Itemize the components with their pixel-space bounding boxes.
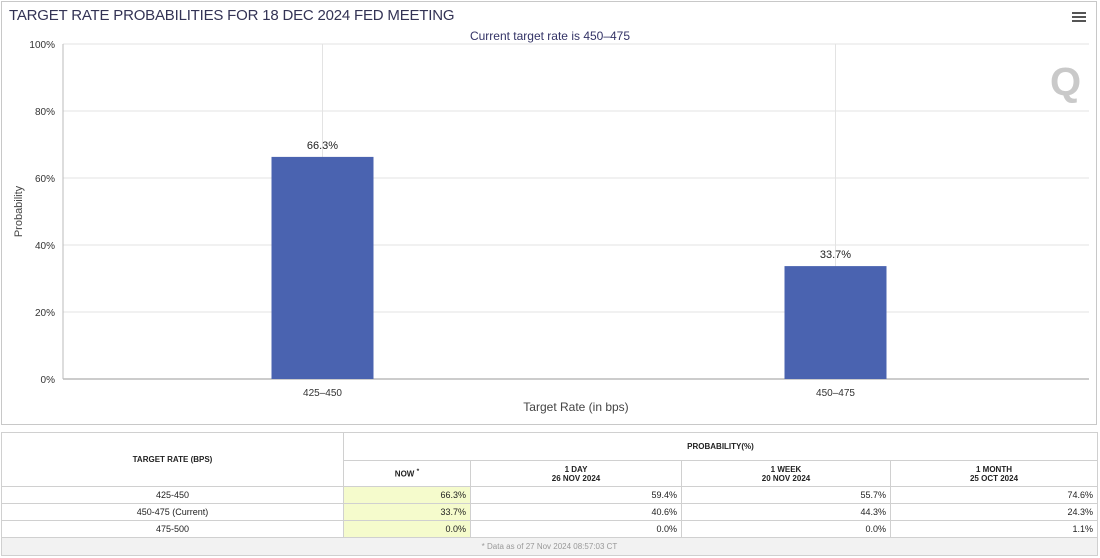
bar-450–475	[784, 266, 887, 379]
x-tick-label: 450–475	[816, 388, 855, 399]
footnote: * Data as of 27 Nov 2024 08:57:03 CT	[1, 537, 1098, 556]
logo: Q	[1050, 60, 1082, 104]
probability-cell: 1.1%	[890, 520, 1098, 538]
probability-cell: 55.7%	[681, 486, 891, 504]
probability-cell: 0.0%	[470, 520, 682, 538]
bar-425–450	[271, 156, 374, 379]
hamburger-menu-icon[interactable]	[1072, 12, 1086, 24]
chart-container	[1, 1, 1097, 425]
table-row: 475-500 0.0% 0.0% 0.0% 1.1%	[1, 520, 1098, 538]
rate-cell: 425-450	[1, 486, 344, 504]
col-now: NOW *	[343, 460, 471, 487]
probability-header: PROBABILITY(%)	[343, 432, 1098, 461]
probability-cell: 40.6%	[470, 503, 682, 521]
y-tick-label: 20%	[35, 308, 55, 319]
x-axis-title: Target Rate (in bps)	[523, 400, 628, 414]
y-axis-title: Probability	[13, 185, 25, 237]
chart-title: TARGET RATE PROBABILITIES FOR 18 DEC 202…	[9, 7, 455, 24]
table-row: 450-475 (Current) 33.7% 40.6% 44.3% 24.3%	[1, 503, 1098, 521]
probability-cell: 0.0%	[343, 520, 471, 538]
probability-cell: 44.3%	[681, 503, 891, 521]
probability-cell: 0.0%	[681, 520, 891, 538]
data-label: 33.7%	[820, 249, 851, 261]
probability-cell: 59.4%	[470, 486, 682, 504]
probability-table: TARGET RATE (BPS) PROBABILITY(%) NOW * 1…	[1, 432, 1098, 556]
probability-cell: 74.6%	[890, 486, 1098, 504]
col-1week: 1 WEEK 20 NOV 2024	[681, 460, 891, 487]
table-row: 425-450 66.3% 59.4% 55.7% 74.6%	[1, 486, 1098, 504]
rate-cell: 450-475 (Current)	[1, 503, 344, 521]
y-tick-label: 60%	[35, 174, 55, 185]
target-rate-header: TARGET RATE (BPS)	[1, 432, 344, 487]
y-tick-label: 0%	[41, 375, 56, 386]
probability-cell: 24.3%	[890, 503, 1098, 521]
col-1month: 1 MONTH 25 OCT 2024	[890, 460, 1098, 487]
x-tick-label: 425–450	[303, 388, 342, 399]
bar-chart: 0% 20% 40% 60% 80% 100% 66.3% 425–450 33.7% 450–4…	[13, 40, 1089, 414]
probability-cell: 66.3%	[343, 486, 471, 504]
rate-cell: 475-500	[1, 520, 344, 538]
probability-cell: 33.7%	[343, 503, 471, 521]
y-tick-label: 100%	[29, 40, 55, 51]
chart-subtitle: Current target rate is 450–475	[469, 29, 631, 43]
data-label: 66.3%	[307, 140, 338, 152]
y-tick-label: 40%	[35, 241, 55, 252]
y-tick-label: 80%	[35, 107, 55, 118]
col-1day: 1 DAY 26 NOV 2024	[470, 460, 682, 487]
